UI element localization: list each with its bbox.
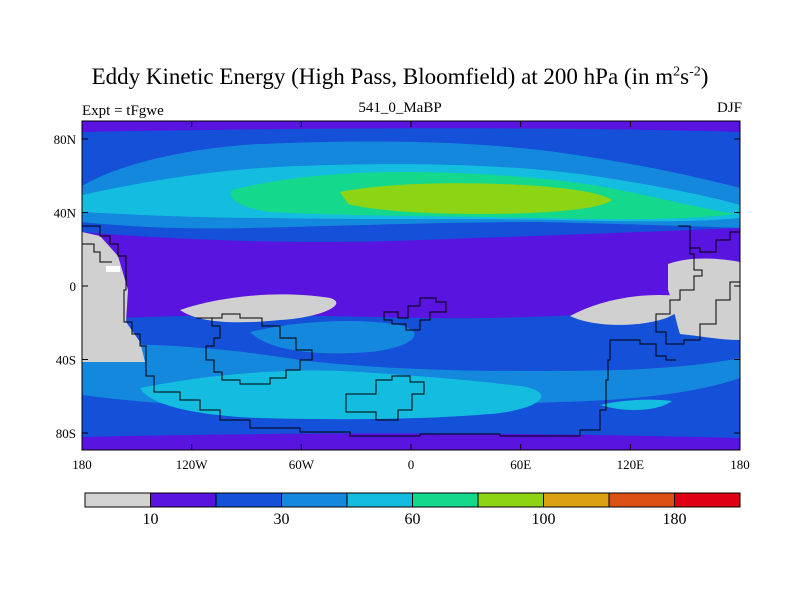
lat-tick-label: 0: [70, 279, 77, 294]
colorbar-swatch: [674, 492, 741, 508]
chart-subtitle: 541_0_MaBP: [358, 100, 442, 116]
colorbar: [84, 492, 741, 508]
colorbar-swatch: [346, 492, 413, 508]
longitude-labels: 180 120W 60W 0 60E 120E 180: [72, 457, 750, 472]
lon-tick-label: 180: [730, 457, 750, 472]
colorbar-label: 60: [405, 511, 421, 528]
season-label: DJF: [716, 100, 742, 116]
colorbar-swatch: [150, 492, 217, 508]
lon-tick-label: 60E: [510, 457, 531, 472]
lon-tick-label: 180: [72, 457, 92, 472]
lon-tick-label: 120E: [617, 457, 645, 472]
lon-tick-label: 60W: [289, 457, 315, 472]
colorbar-swatch: [215, 492, 282, 508]
latitude-labels: 80N 40N 0 40S 80S: [54, 132, 77, 441]
colorbar-swatch: [608, 492, 675, 508]
colorbar-label: 100: [532, 511, 556, 528]
colorbar-swatch: [412, 492, 479, 508]
lat-tick-label: 40S: [56, 353, 76, 368]
land-americas: [82, 232, 145, 362]
colorbar-label: 180: [663, 511, 687, 528]
coastline-path-5: [655, 225, 740, 345]
contour-field: [82, 121, 740, 450]
chart-title: Eddy Kinetic Energy (High Pass, Bloomfie…: [91, 64, 709, 89]
lat-tick-label: 80S: [56, 426, 76, 441]
tick-marks: [81, 121, 741, 450]
contour-level-10-antarctic: [82, 433, 740, 450]
colorbar-swatch: [84, 492, 151, 508]
colorbar-swatch: [281, 492, 348, 508]
coastline-path-4: [345, 375, 425, 421]
lat-tick-label: 80N: [54, 132, 77, 147]
experiment-label: Expt = tFgwe: [82, 103, 164, 119]
colorbar-label: 30: [274, 511, 290, 528]
lat-tick-label: 40N: [54, 206, 77, 221]
land-south-america: [180, 294, 337, 323]
coastline-path-1: [82, 225, 676, 437]
coastline-path-2: [196, 313, 313, 385]
colorbar-label: 10: [143, 511, 159, 528]
lon-tick-label: 120W: [176, 457, 209, 472]
land-africa-australia: [668, 258, 740, 340]
colorbar-swatch: [543, 492, 610, 508]
lon-tick-label: 0: [408, 457, 415, 472]
colorbar-swatch: [477, 492, 544, 508]
coastline-path-3: [383, 297, 447, 331]
contour-level-60-s-atlantic: [250, 320, 415, 354]
contour-level-140-north: [340, 183, 612, 214]
colorbar-labels: 10 30 60 100 180: [143, 511, 687, 528]
